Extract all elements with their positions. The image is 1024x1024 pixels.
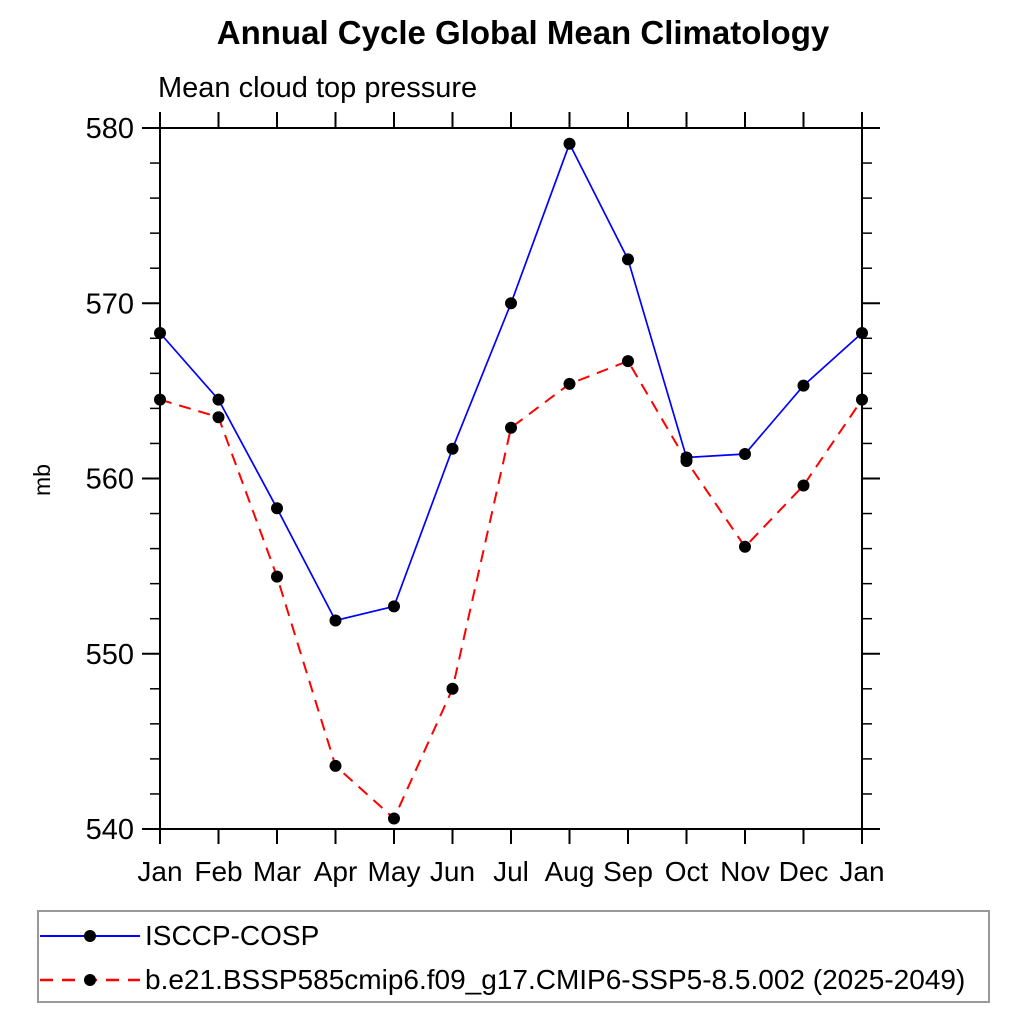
series-1-marker [271,570,283,583]
x-tick-label: May [368,856,421,887]
legend-line-sample-solid-icon [40,930,140,942]
legend-line-sample-dashed-icon [40,974,140,986]
x-tick-label: Jul [493,856,529,887]
x-tick-label: Dec [779,856,829,887]
x-tick-label: Jan [137,856,182,887]
legend-entry-isccp-cosp: ISCCP-COSP [39,918,319,954]
series-0-marker [446,442,459,455]
legend: ISCCP-COSP b.e21.BSSP585cmip6.f09_g17.CM… [37,910,990,1003]
chart-subtitle: Mean cloud top pressure [158,72,478,104]
series-0-marker [739,448,751,460]
series-1-marker [856,393,868,406]
series-0-marker [856,327,868,339]
x-tick-label: Mar [253,856,301,887]
series-0-marker [563,137,576,150]
x-tick-label: Aug [545,856,595,887]
series-0-marker [388,600,400,613]
series-1-marker [739,540,751,553]
series-1-marker [505,421,517,434]
plot-area: Jan Feb Mar Apr May Jun Jul Aug Sep Oct Nov Dec Jan5… [29,112,885,887]
series-1-marker [622,355,634,368]
x-tick-label: Nov [720,856,770,887]
x-tick-label: Jun [430,856,475,887]
y-tick-label: 580 [86,113,134,145]
series-0-marker [154,327,166,339]
series-1-marker [563,377,576,390]
series-0-marker [329,614,342,627]
series-0-marker [212,393,225,406]
y-axis-title: mb [29,464,55,496]
chart-title: Annual Cycle Global Mean Climatology [216,14,830,51]
series-0-marker [505,297,517,310]
series-1-marker [680,455,693,467]
series-1-marker [154,393,166,406]
x-tick-label: Jan [839,856,884,887]
series-0-marker [271,502,283,515]
legend-label-model: b.e21.BSSP585cmip6.f09_g17.CMIP6-SSP5-8.… [145,964,966,995]
legend-entry-model: b.e21.BSSP585cmip6.f09_g17.CMIP6-SSP5-8.… [39,962,965,998]
series-line-0 [159,141,863,622]
x-tick-label: Apr [314,856,358,887]
series-1-marker [329,759,342,772]
axis-frame [159,127,863,830]
legend-label-isccp-cosp: ISCCP-COSP [145,920,320,951]
x-tick-label: Sep [603,856,653,887]
series-1-marker [797,479,810,492]
x-tick-label: Oct [665,856,709,887]
series-1-marker [388,812,400,825]
series-1-marker [446,682,459,695]
series-0-marker [797,379,810,392]
y-tick-label: 570 [86,288,134,320]
series-1-marker [212,411,225,424]
y-tick-label: 550 [86,639,134,671]
y-tick-label: 560 [86,464,134,496]
y-tick-label: 540 [86,814,134,846]
series-0-marker [622,253,634,266]
x-tick-label: Feb [194,856,242,887]
